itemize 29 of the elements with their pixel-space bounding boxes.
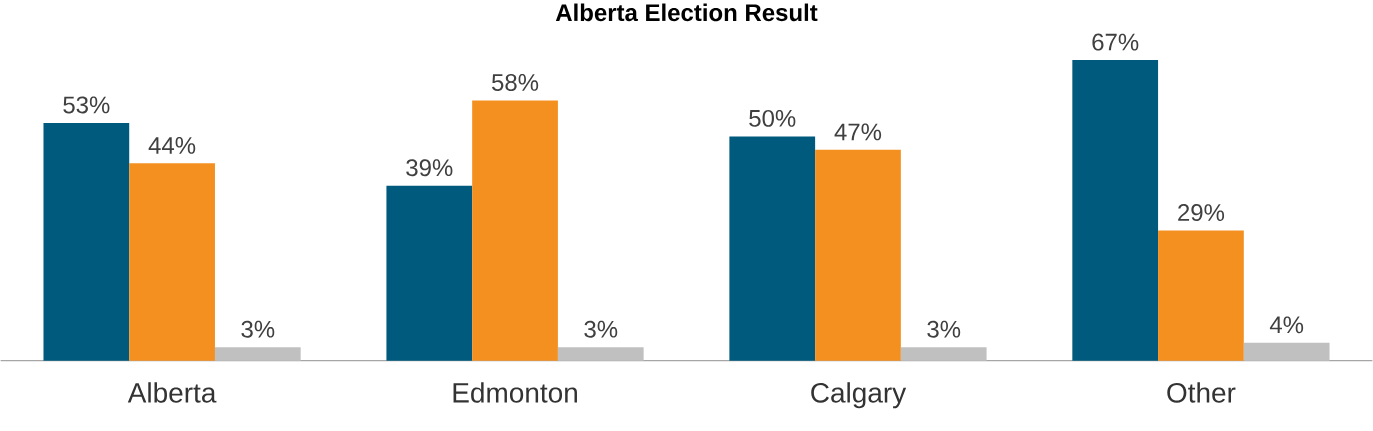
data-label: 53% bbox=[63, 96, 110, 114]
bar bbox=[1072, 60, 1159, 361]
bar bbox=[129, 163, 215, 361]
data-label: 3% bbox=[927, 320, 961, 338]
bar bbox=[1243, 342, 1330, 361]
x-tick-label: Calgary bbox=[811, 382, 907, 409]
x-tick-label: Alberta bbox=[127, 382, 217, 403]
bar bbox=[43, 123, 130, 361]
bar bbox=[815, 150, 901, 361]
data-label: 50% bbox=[749, 110, 796, 128]
data-label: 47% bbox=[834, 123, 882, 141]
bar bbox=[214, 347, 301, 361]
x-tick-label: Edmonton bbox=[453, 382, 577, 403]
bar bbox=[729, 136, 816, 361]
data-label: 44% bbox=[148, 137, 196, 154]
bar bbox=[472, 100, 558, 361]
data-label: 3% bbox=[241, 320, 275, 338]
data-label: 4% bbox=[1269, 316, 1304, 334]
bar bbox=[900, 347, 987, 361]
data-label: 3% bbox=[584, 320, 618, 338]
data-label: 58% bbox=[491, 74, 539, 92]
bar bbox=[557, 347, 644, 361]
bar bbox=[386, 185, 473, 361]
chart-title: Alberta Election Result bbox=[555, 3, 818, 22]
data-label: 29% bbox=[1178, 204, 1225, 222]
data-label: 39% bbox=[406, 159, 453, 177]
bar bbox=[1158, 230, 1244, 361]
x-tick-label: Other bbox=[1167, 382, 1236, 403]
data-label: 67% bbox=[1092, 33, 1139, 51]
